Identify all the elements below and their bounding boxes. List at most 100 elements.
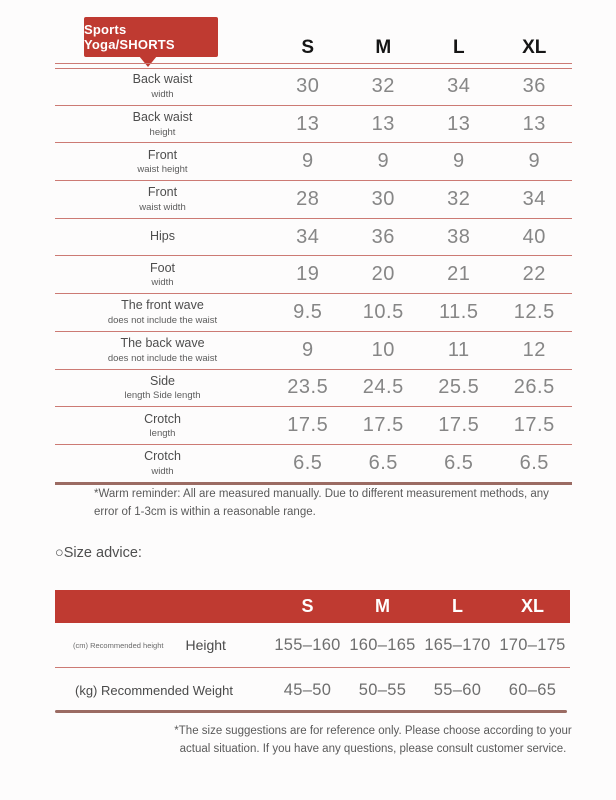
measurement-value: 17.5 — [421, 406, 497, 445]
measurement-label: Front — [147, 147, 178, 162]
measurement-value: 13 — [345, 105, 421, 144]
table-row: Crotch length 17.5 17.5 17.5 17.5 — [55, 406, 572, 445]
table-row: Hips 34 36 38 40 — [55, 218, 572, 257]
measurement-value: 40 — [496, 218, 572, 257]
measurement-value: 22 — [496, 255, 572, 295]
table-row: The back wave does not include the waist 9… — [55, 331, 572, 370]
measurement-label: Crotch — [144, 411, 181, 426]
product-tag-badge: Sports Yoga/SHORTS — [84, 17, 218, 57]
measurement-sublabel: does not include the waist — [107, 352, 218, 364]
size-advice-table: (cm) Recommended height Height 155–160 160–… — [55, 623, 570, 712]
advice-label: (kg) Recommended Weight — [75, 682, 233, 698]
measurement-value: 9 — [496, 142, 572, 182]
measurement-label: The front wave — [121, 298, 204, 313]
advice-column-header: L — [452, 596, 463, 616]
measurement-label-cell: Side length Side length — [55, 369, 270, 408]
size-advice-header-bar: S M L XL — [55, 590, 570, 623]
table-row: Front waist width 28 30 32 34 — [55, 180, 572, 219]
measurement-value: 36 — [496, 68, 572, 106]
advice-value: 45–50 — [283, 680, 332, 699]
measurement-value: 10.5 — [345, 293, 421, 332]
measurement-value: 13 — [270, 105, 346, 144]
measurement-label: Crotch — [144, 449, 181, 464]
measurement-value: 25.5 — [421, 369, 497, 408]
measurement-value: 12.5 — [496, 293, 572, 332]
measurement-label: Foot — [149, 260, 175, 275]
measurement-value: 9.5 — [270, 293, 346, 332]
measurement-value: 34 — [270, 218, 346, 257]
circle-bullet-icon: ○ — [55, 545, 64, 561]
measurement-value: 6.5 — [345, 444, 421, 485]
advice-value: 170–175 — [495, 623, 570, 668]
table-row: Back waist height 13 13 13 13 — [55, 105, 572, 144]
measurement-value: 17.5 — [345, 406, 421, 445]
size-column-header: M — [375, 37, 392, 58]
measurement-sublabel: height — [149, 126, 176, 138]
size-column-header: XL — [522, 37, 547, 58]
table-row: (kg) Recommended Weight 45–50 50–55 55–60 60… — [55, 668, 570, 713]
measurement-value: 10 — [345, 331, 421, 370]
advice-value: 155–160 — [270, 623, 345, 668]
table-row: Foot width 19 20 21 22 — [55, 255, 572, 295]
size-table-header: S M L XL — [55, 33, 572, 63]
measurement-value: 24.5 — [345, 369, 421, 408]
measurement-label: The back wave — [120, 336, 205, 351]
measurement-value: 21 — [421, 255, 497, 295]
advice-label-wrap: (cm) Recommended height Height — [73, 637, 270, 653]
measurement-value: 13 — [496, 105, 572, 144]
measurement-label: Front — [147, 185, 178, 200]
measurement-value: 28 — [270, 180, 346, 219]
measurement-value: 11.5 — [421, 293, 497, 332]
size-advice-heading-label: Size advice: — [63, 545, 142, 561]
measurement-sublabel: length Side length — [124, 390, 201, 402]
measurement-value: 20 — [345, 255, 421, 295]
bottom-divider-line — [55, 710, 567, 713]
table-row: Side length Side length 23.5 24.5 25.5 26.5 — [55, 369, 572, 408]
measurement-value: 36 — [345, 218, 421, 257]
product-tag-label: Sports Yoga/SHORTS — [84, 22, 175, 52]
advice-column-header: M — [375, 596, 390, 616]
measurement-value: 32 — [345, 68, 421, 106]
table-row: Front waist height 9 9 9 9 — [55, 142, 572, 182]
measurement-sublabel: width — [151, 277, 174, 289]
measurement-value: 9 — [270, 142, 346, 182]
advice-value: 165–170 — [420, 623, 495, 668]
measurement-label-cell: The back wave does not include the waist — [55, 331, 270, 370]
measurement-sublabel: width — [151, 465, 174, 477]
measurement-sublabel: length — [149, 428, 176, 440]
advice-column-header: S — [301, 596, 314, 616]
measurement-value: 6.5 — [270, 444, 346, 485]
size-column-header: L — [452, 37, 465, 58]
advice-column-header: XL — [520, 596, 544, 616]
advice-label-prefix: (cm) Recommended height — [73, 640, 164, 650]
advice-label-cell: (cm) Recommended height Height — [55, 623, 270, 668]
measurement-value: 34 — [421, 68, 497, 106]
measurement-label: Back waist — [132, 110, 193, 125]
measurement-label-cell: Crotch width — [55, 444, 270, 485]
measurement-value: 26.5 — [496, 369, 572, 408]
size-suggestion-footnote: *The size suggestions are for reference … — [174, 725, 572, 756]
measurement-sublabel: waist width — [139, 202, 186, 214]
measurement-value: 9 — [345, 142, 421, 182]
measurement-value: 9 — [270, 331, 346, 370]
table-row: The front wave does not include the waist… — [55, 293, 572, 332]
measurement-value: 30 — [345, 180, 421, 219]
measurement-label-cell: Back waist height — [55, 105, 270, 144]
advice-label: Height — [185, 637, 226, 653]
table-row: Crotch width 6.5 6.5 6.5 6.5 — [55, 444, 572, 485]
measurement-value: 30 — [270, 68, 346, 106]
warm-reminder-note: *Warm reminder: All are measured manuall… — [94, 488, 549, 518]
measurement-value: 38 — [421, 218, 497, 257]
measurement-label-cell: Front waist height — [55, 142, 270, 182]
measurement-value: 34 — [496, 180, 572, 219]
measurement-value: 11 — [421, 331, 497, 370]
measurement-label: Side — [149, 373, 176, 388]
table-row: Back waist width 30 32 34 36 — [55, 68, 572, 106]
measurement-value: 12 — [496, 331, 572, 370]
advice-value: 60–65 — [508, 680, 557, 699]
measurement-label-cell: Back waist width — [55, 68, 270, 106]
measurement-label: Back waist — [132, 72, 193, 87]
badge-pointer-arrow — [139, 56, 157, 67]
table-row: (cm) Recommended height Height 155–160 160–… — [55, 623, 570, 668]
